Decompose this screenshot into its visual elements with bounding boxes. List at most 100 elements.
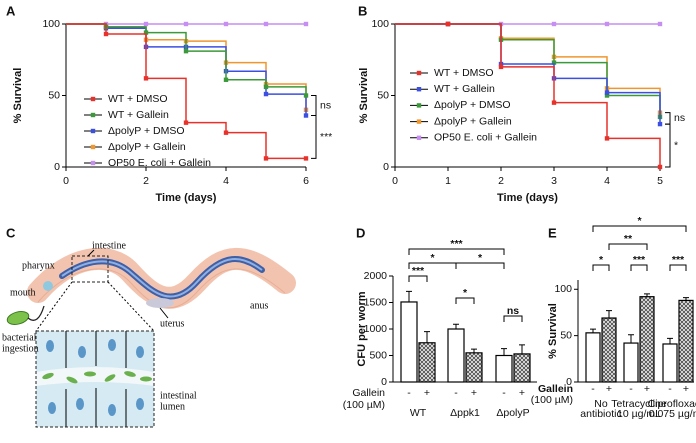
y-tick-label: 2000 xyxy=(364,270,388,282)
error-bar xyxy=(628,334,634,344)
legend-marker xyxy=(90,128,96,134)
error-bar xyxy=(453,323,459,329)
x-tick-label: 10 µg/mL xyxy=(617,408,661,420)
intestine-lumen-line xyxy=(61,258,263,298)
panel-letter: E xyxy=(548,225,557,240)
x-tick-label: No xyxy=(594,398,608,410)
significance-label: * xyxy=(478,252,483,264)
survival-point xyxy=(498,64,504,70)
survival-point xyxy=(223,130,229,135)
y-axis-label: % Survival xyxy=(358,68,370,124)
legend-label: - xyxy=(668,383,672,395)
error-bar xyxy=(606,310,612,319)
significance-label: *** xyxy=(672,254,685,266)
panel-letter: C xyxy=(6,225,16,240)
legend-label: ΔpolyP + DMSO xyxy=(434,99,511,111)
leader xyxy=(159,307,169,319)
y-tick-label: 1000 xyxy=(364,323,388,335)
survival-point xyxy=(551,60,557,65)
label: lumen xyxy=(160,401,185,412)
x-tick-label: antibiotic xyxy=(580,408,621,420)
significance-bracket xyxy=(665,112,671,125)
label: ingestion xyxy=(2,343,39,354)
survival-point xyxy=(445,21,451,27)
zoom-line xyxy=(107,281,155,332)
significance-label: *** xyxy=(633,254,646,266)
label: bacterial xyxy=(2,332,37,343)
bar xyxy=(495,354,513,383)
significance-label: ns xyxy=(507,305,519,317)
x-tick-label: 2 xyxy=(498,175,504,187)
label: uterus xyxy=(160,318,185,329)
significance-label: ns xyxy=(674,112,685,124)
survival-point xyxy=(223,77,229,82)
x-tick-label: 0.075 µg/mL xyxy=(649,408,696,420)
bar xyxy=(465,352,483,383)
legend-label: + xyxy=(424,387,430,399)
error-bar xyxy=(471,348,477,353)
survival-point xyxy=(143,30,149,35)
x-tick-label: ΔpolyP xyxy=(496,407,529,419)
bar xyxy=(585,332,601,383)
lumen xyxy=(36,367,154,386)
legend-marker xyxy=(416,70,422,76)
significance-bracket xyxy=(408,275,428,282)
bar xyxy=(418,342,436,383)
legend-marker xyxy=(416,119,422,124)
legend-title: (100 µM) xyxy=(343,399,385,411)
error-bar xyxy=(683,297,689,301)
significance-label: * xyxy=(674,139,678,151)
significance-bracket xyxy=(608,243,648,250)
survival-point xyxy=(183,48,189,54)
error-bar xyxy=(644,293,650,297)
legend-marker xyxy=(416,87,422,92)
bar xyxy=(623,342,639,383)
error-bar xyxy=(667,337,673,344)
y-tick-label: 50 xyxy=(48,89,60,101)
y-tick-label: 0 xyxy=(54,161,60,173)
legend-label: OP50 E. coli + Gallein xyxy=(108,157,211,169)
zoom-box xyxy=(35,330,155,428)
x-tick-label: 2 xyxy=(143,175,149,187)
legend-label: + xyxy=(683,383,689,395)
error-bar xyxy=(590,328,596,333)
significance-label: * xyxy=(637,215,642,227)
survival-point xyxy=(263,84,269,90)
zoom-cells xyxy=(36,331,154,427)
significance-bracket xyxy=(503,315,523,322)
legend-marker xyxy=(90,96,96,102)
significance-bracket xyxy=(455,297,475,304)
y-tick-label: 100 xyxy=(554,283,572,295)
label: intestinal xyxy=(160,390,197,401)
label: intestine xyxy=(92,240,126,251)
x-tick-label: 3 xyxy=(551,175,557,187)
x-tick-label: Tetracycline xyxy=(611,398,667,410)
significance-bracket xyxy=(669,264,687,271)
legend-title: Gallein xyxy=(352,387,385,399)
significance-bracket xyxy=(408,248,505,255)
legend-label: - xyxy=(591,383,595,395)
legend-marker xyxy=(90,144,96,150)
survival-point xyxy=(657,121,663,127)
x-tick-label: 4 xyxy=(604,175,610,187)
survival-point xyxy=(183,21,189,27)
significance-bracket xyxy=(455,262,505,269)
x-tick-label: Ciprofloxacin xyxy=(648,398,696,410)
panel-letter: B xyxy=(358,3,367,18)
y-tick-label: 1500 xyxy=(364,296,388,308)
error-bar xyxy=(519,344,525,354)
y-tick-label: 100 xyxy=(371,18,389,30)
legend-marker xyxy=(416,135,422,140)
survival-point xyxy=(143,21,149,27)
survival-point xyxy=(263,21,269,27)
bacterium-body xyxy=(6,311,30,325)
legend-label: OP50 E. coli + Gallein xyxy=(434,132,537,144)
bar xyxy=(400,301,418,383)
y-tick-label: 0 xyxy=(566,376,572,388)
y-tick-label: 500 xyxy=(369,349,387,361)
legend-label: - xyxy=(407,387,411,399)
survival-point xyxy=(604,136,610,141)
y-axis-label: CFU per worm xyxy=(356,291,368,366)
significance-bracket xyxy=(630,264,648,271)
y-axis-label: % Survival xyxy=(547,303,559,359)
